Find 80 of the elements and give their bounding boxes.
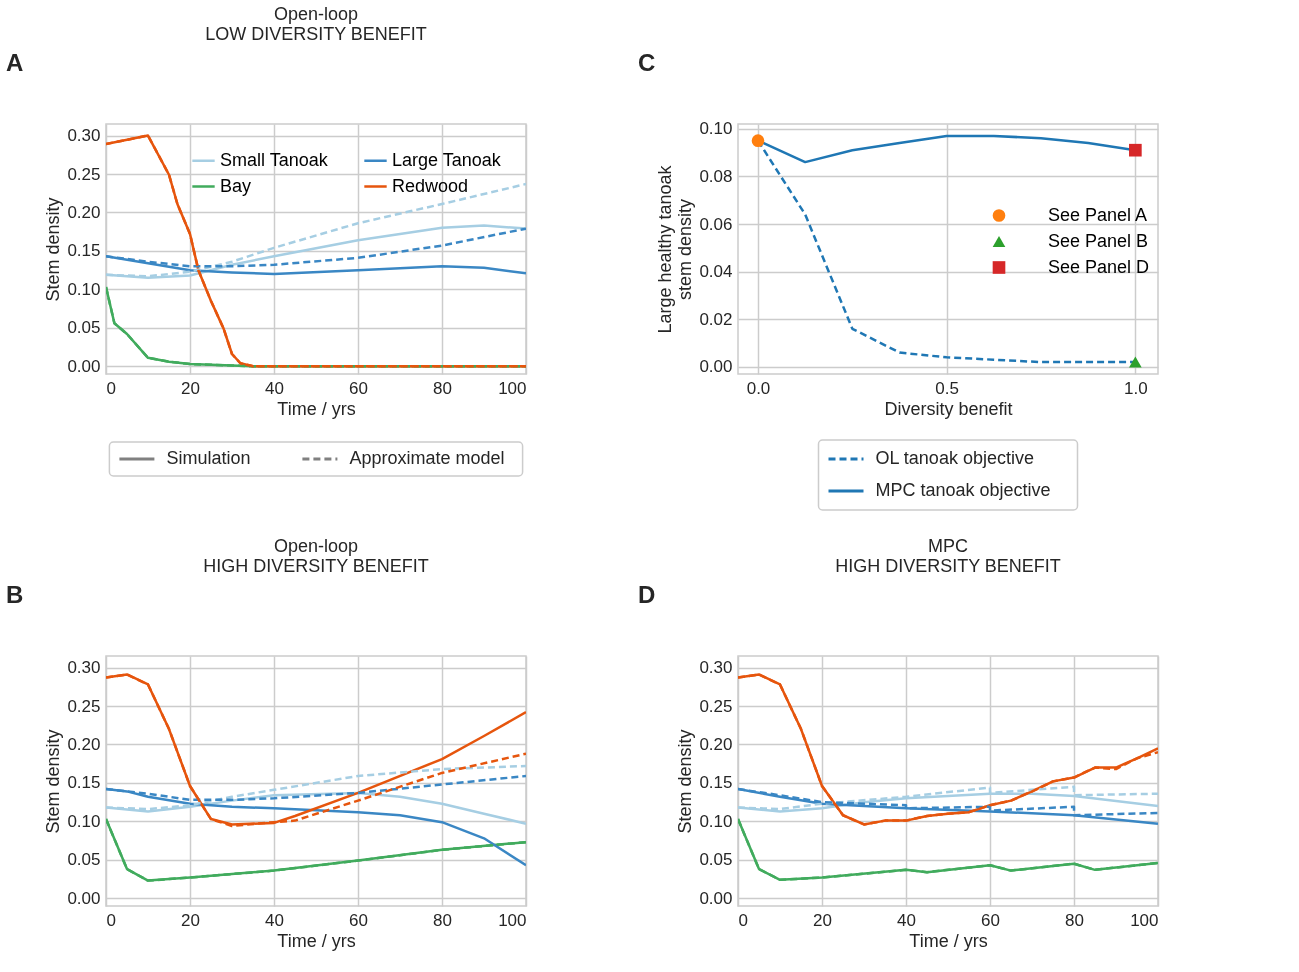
y-tick-label: 0.20 xyxy=(67,202,101,222)
y-tick-label: 0.00 xyxy=(699,357,733,377)
chart-subtitle: HIGH DIVERSITY BENEFIT xyxy=(203,556,429,576)
y-tick-label: 0.30 xyxy=(67,658,101,678)
x-tick-label: 20 xyxy=(181,378,200,398)
x-tick-label: 20 xyxy=(813,910,832,930)
legend-label: OL tanoak objective xyxy=(875,448,1034,468)
y-axis-title: Stem density xyxy=(43,729,64,834)
y-tick-label: 0.25 xyxy=(67,164,101,184)
legend-label: MPC tanoak objective xyxy=(875,480,1051,500)
x-tick-label: 40 xyxy=(897,910,916,930)
x-tick-label: 60 xyxy=(349,378,368,398)
y-tick-label: 0.00 xyxy=(67,356,101,376)
point xyxy=(1129,356,1142,368)
x-axis-title: Time / yrs xyxy=(277,930,356,951)
x-tick-label: 0.5 xyxy=(935,378,959,398)
y-tick-label: 0.05 xyxy=(67,318,101,338)
y-tick-label: 0.15 xyxy=(67,773,101,793)
y-tick-label: 0.20 xyxy=(67,734,101,754)
y-axis-title: Stem density xyxy=(675,729,696,834)
x-tick-label: 0.0 xyxy=(746,378,771,398)
y-tick-label: 0.10 xyxy=(699,811,733,831)
y-tick-label: 0.25 xyxy=(699,696,733,716)
text: Approximate model xyxy=(349,448,505,468)
x-tick-label: 80 xyxy=(1065,910,1084,930)
y-tick-label: 0.10 xyxy=(699,119,733,139)
text: C xyxy=(638,49,656,76)
x-tick-label: 20 xyxy=(181,910,200,930)
chart-subtitle: LOW DIVERSITY BENEFIT xyxy=(205,24,427,44)
y-tick-label: 0.00 xyxy=(699,888,733,908)
point xyxy=(751,134,765,147)
legend-label: See Panel D xyxy=(1048,256,1150,277)
x-tick-label: 80 xyxy=(433,910,452,930)
x-tick-label: 0 xyxy=(738,910,748,930)
chart-subtitle: HIGH DIVERSITY BENEFIT xyxy=(835,556,1061,576)
y-tick-label: 0.04 xyxy=(699,262,733,282)
legend-label: See Panel B xyxy=(1048,230,1149,251)
text: D xyxy=(638,581,656,608)
x-axis-title: Time / yrs xyxy=(277,398,356,419)
x-tick-label: 100 xyxy=(498,910,527,930)
y-tick-label: 0.15 xyxy=(699,773,733,793)
x-tick-label: 100 xyxy=(498,378,527,398)
y-tick-label: 0.30 xyxy=(699,658,733,678)
x-tick-label: 1.0 xyxy=(1124,378,1148,398)
y-tick-label: 0.08 xyxy=(699,166,733,186)
x-tick-label: 40 xyxy=(265,910,284,930)
y-axis-title: Large healthy tanoak stem density xyxy=(655,164,696,334)
x-tick-label: 60 xyxy=(981,910,1000,930)
text: A xyxy=(6,49,24,76)
y-tick-label: 0.20 xyxy=(699,734,733,754)
legend-label: Redwood xyxy=(392,175,469,196)
x-tick-label: 80 xyxy=(433,378,452,398)
y-tick-label: 0.15 xyxy=(67,241,101,261)
y-tick-label: 0.00 xyxy=(67,888,101,908)
x-tick-label: 0 xyxy=(106,378,116,398)
x-axis-title: Time / yrs xyxy=(909,930,988,951)
y-tick-label: 0.05 xyxy=(67,850,101,870)
y-tick-label: 0.10 xyxy=(67,811,101,831)
legend-label: Large Tanoak xyxy=(392,149,502,170)
legend-label: Bay xyxy=(220,175,252,196)
y-tick-label: 0.06 xyxy=(699,214,733,234)
x-axis-title: Diversity benefit xyxy=(884,398,1013,419)
text: Simulation xyxy=(166,448,251,468)
y-axis-title: Stem density xyxy=(43,197,64,302)
point xyxy=(1129,143,1142,157)
x-tick-label: 0 xyxy=(106,910,116,930)
x-tick-label: 40 xyxy=(265,378,284,398)
legend-label: See Panel A xyxy=(1048,204,1148,225)
chart-title: Open-loop xyxy=(273,4,359,24)
chart-title: MPC xyxy=(928,536,968,556)
y-tick-label: 0.02 xyxy=(699,309,733,329)
x-tick-label: 100 xyxy=(1130,910,1159,930)
chart-title: Open-loop xyxy=(273,536,359,556)
y-tick-label: 0.30 xyxy=(67,126,101,146)
y-tick-label: 0.10 xyxy=(67,279,101,299)
y-tick-label: 0.25 xyxy=(67,696,101,716)
x-tick-label: 60 xyxy=(349,910,368,930)
text: B xyxy=(6,581,24,608)
legend-label: Small Tanoak xyxy=(220,149,329,170)
y-tick-label: 0.05 xyxy=(699,850,733,870)
